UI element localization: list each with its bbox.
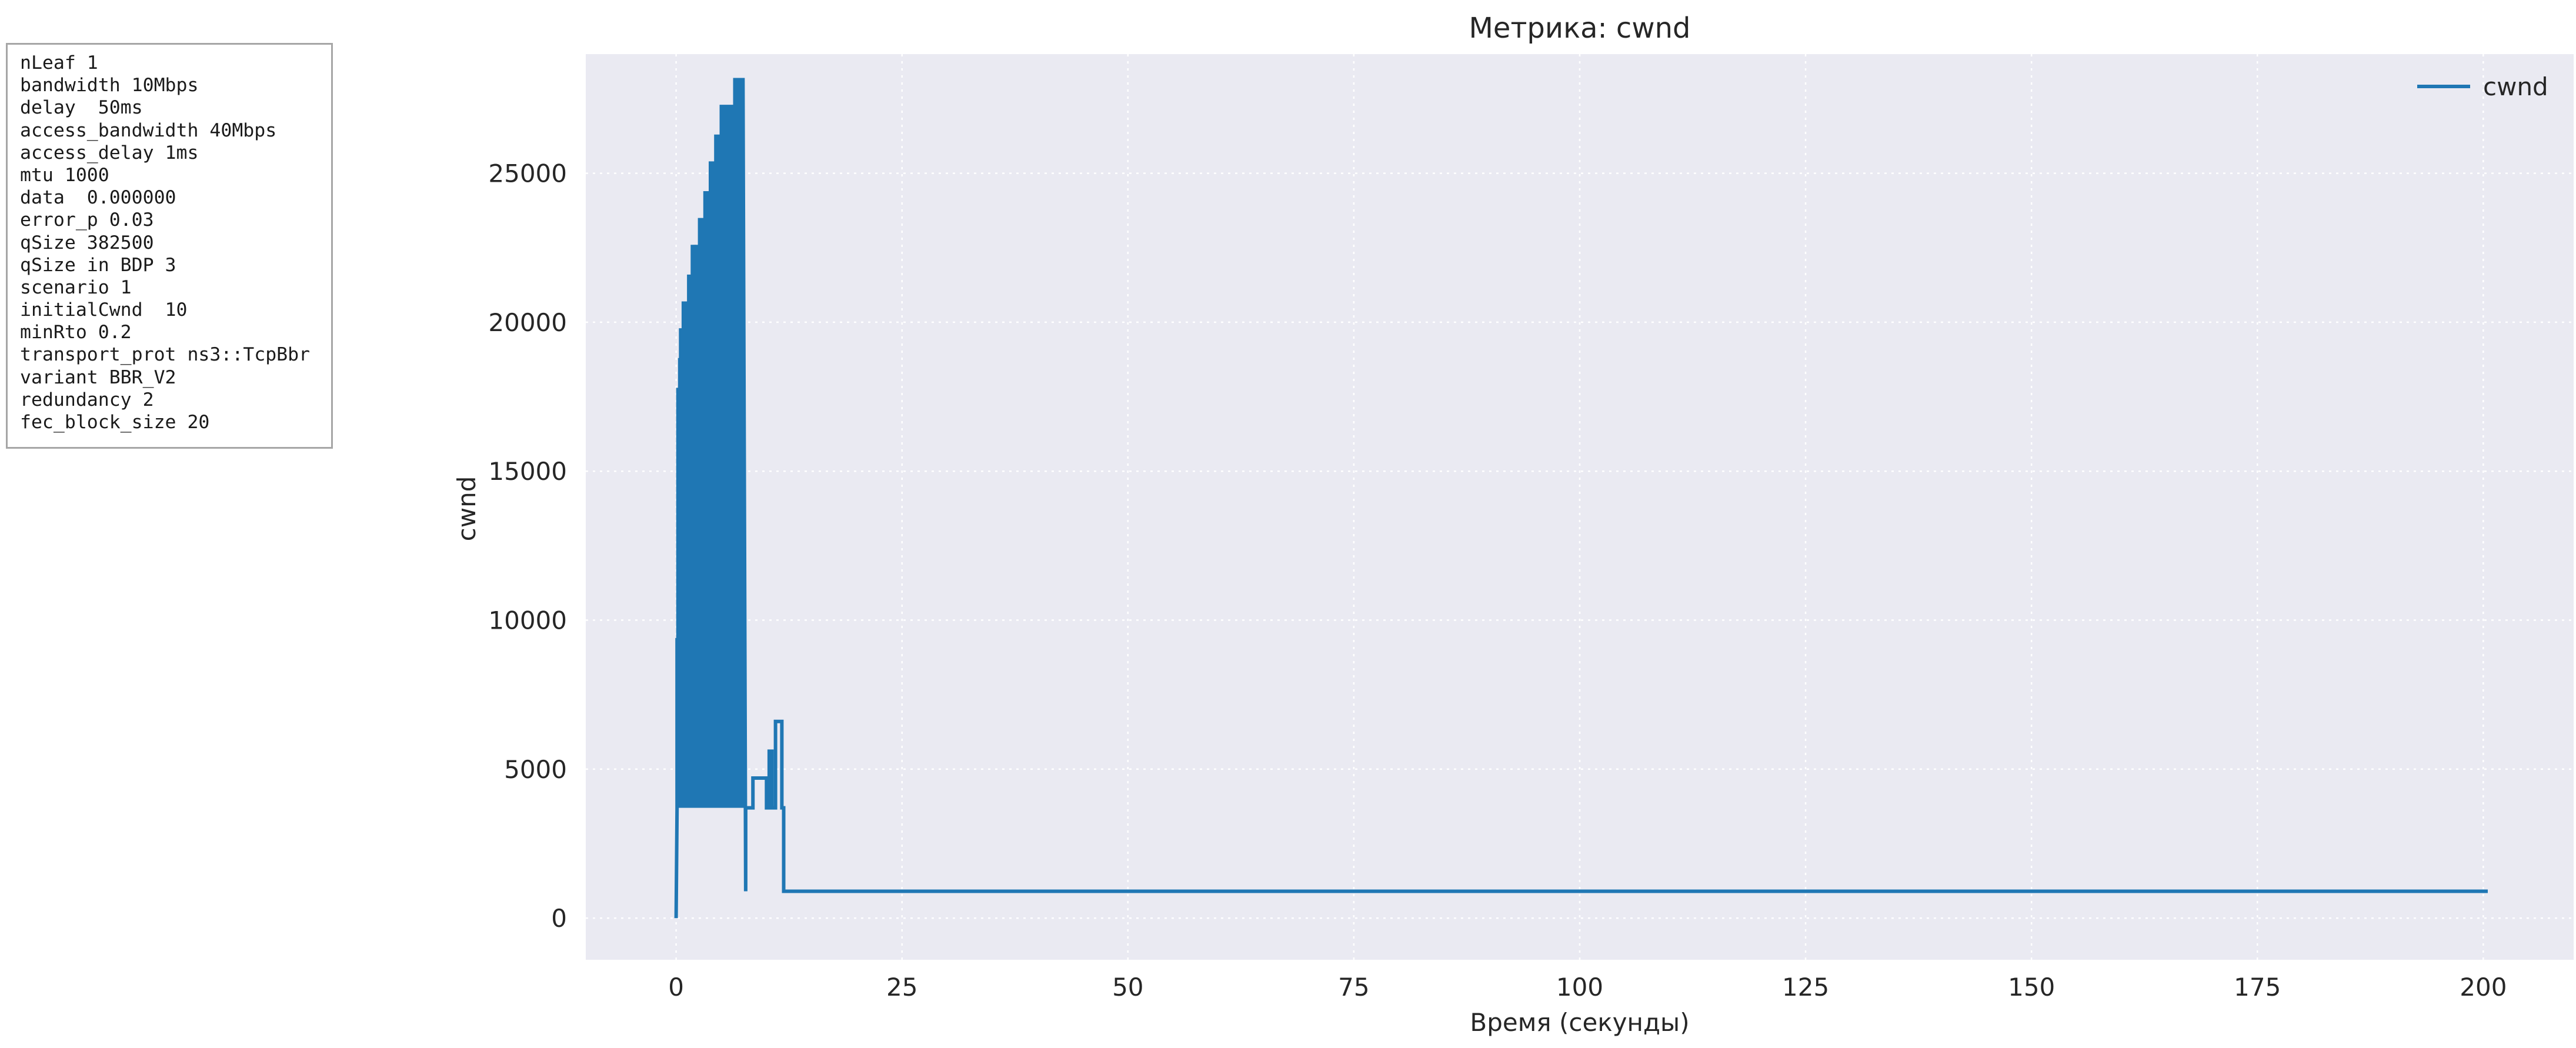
param-line: minRto 0.2 [20, 322, 132, 343]
y-tick-label: 0 [551, 904, 567, 933]
x-tick-label: 25 [886, 973, 917, 1002]
y-tick-label: 20000 [488, 308, 567, 337]
param-line: nLeaf 1 [20, 52, 98, 74]
simulation-params-box: nLeaf 1 bandwidth 10Mbps delay 50ms acce… [6, 43, 333, 449]
x-tick-label: 100 [1556, 973, 1603, 1002]
legend: cwnd [2417, 72, 2548, 101]
param-line: access_delay 1ms [20, 142, 199, 163]
y-axis-label: cwnd [452, 476, 481, 542]
x-tick-label: 75 [1338, 973, 1369, 1002]
x-tick-label: 0 [668, 973, 684, 1002]
x-tick-label: 50 [1112, 973, 1143, 1002]
param-line: data 0.000000 [20, 187, 176, 209]
series-line-cwnd [674, 78, 2488, 919]
param-line: redundancy 2 [20, 389, 154, 410]
y-tick-label: 15000 [488, 457, 567, 486]
param-line: qSize 382500 [20, 232, 154, 253]
param-line: qSize in BDP 3 [20, 254, 176, 276]
x-tick-label: 150 [2008, 973, 2055, 1002]
chart-title: Метрика: cwnd [1469, 12, 1691, 45]
param-line: scenario 1 [20, 276, 132, 298]
param-line: mtu 1000 [20, 164, 109, 186]
param-line: transport_prot ns3::TcpBbr [20, 344, 311, 366]
x-tick-label: 175 [2234, 973, 2281, 1002]
y-tick-label: 5000 [504, 755, 567, 784]
param-line: error_p 0.03 [20, 209, 154, 231]
x-tick-label: 200 [2460, 973, 2507, 1002]
y-tick-label: 25000 [488, 159, 567, 188]
param-line: initialCwnd 10 [20, 299, 188, 321]
x-tick-labels: 0 25 50 75 100 125 150 175 200 [668, 973, 2507, 1002]
y-tick-labels: 0 5000 10000 15000 20000 25000 [488, 159, 567, 933]
grid-lines [586, 54, 2574, 960]
param-line: delay 50ms [20, 97, 143, 119]
legend-label-cwnd: cwnd [2483, 72, 2548, 101]
param-line: fec_block_size 20 [20, 412, 210, 433]
param-line: access_bandwidth 40Mbps [20, 119, 277, 141]
y-tick-label: 10000 [488, 606, 567, 635]
x-tick-label: 125 [1782, 973, 1829, 1002]
param-line: bandwidth 10Mbps [20, 75, 199, 96]
x-axis-label: Время (секунды) [1470, 1008, 1689, 1037]
param-line: variant BBR_V2 [20, 366, 176, 388]
